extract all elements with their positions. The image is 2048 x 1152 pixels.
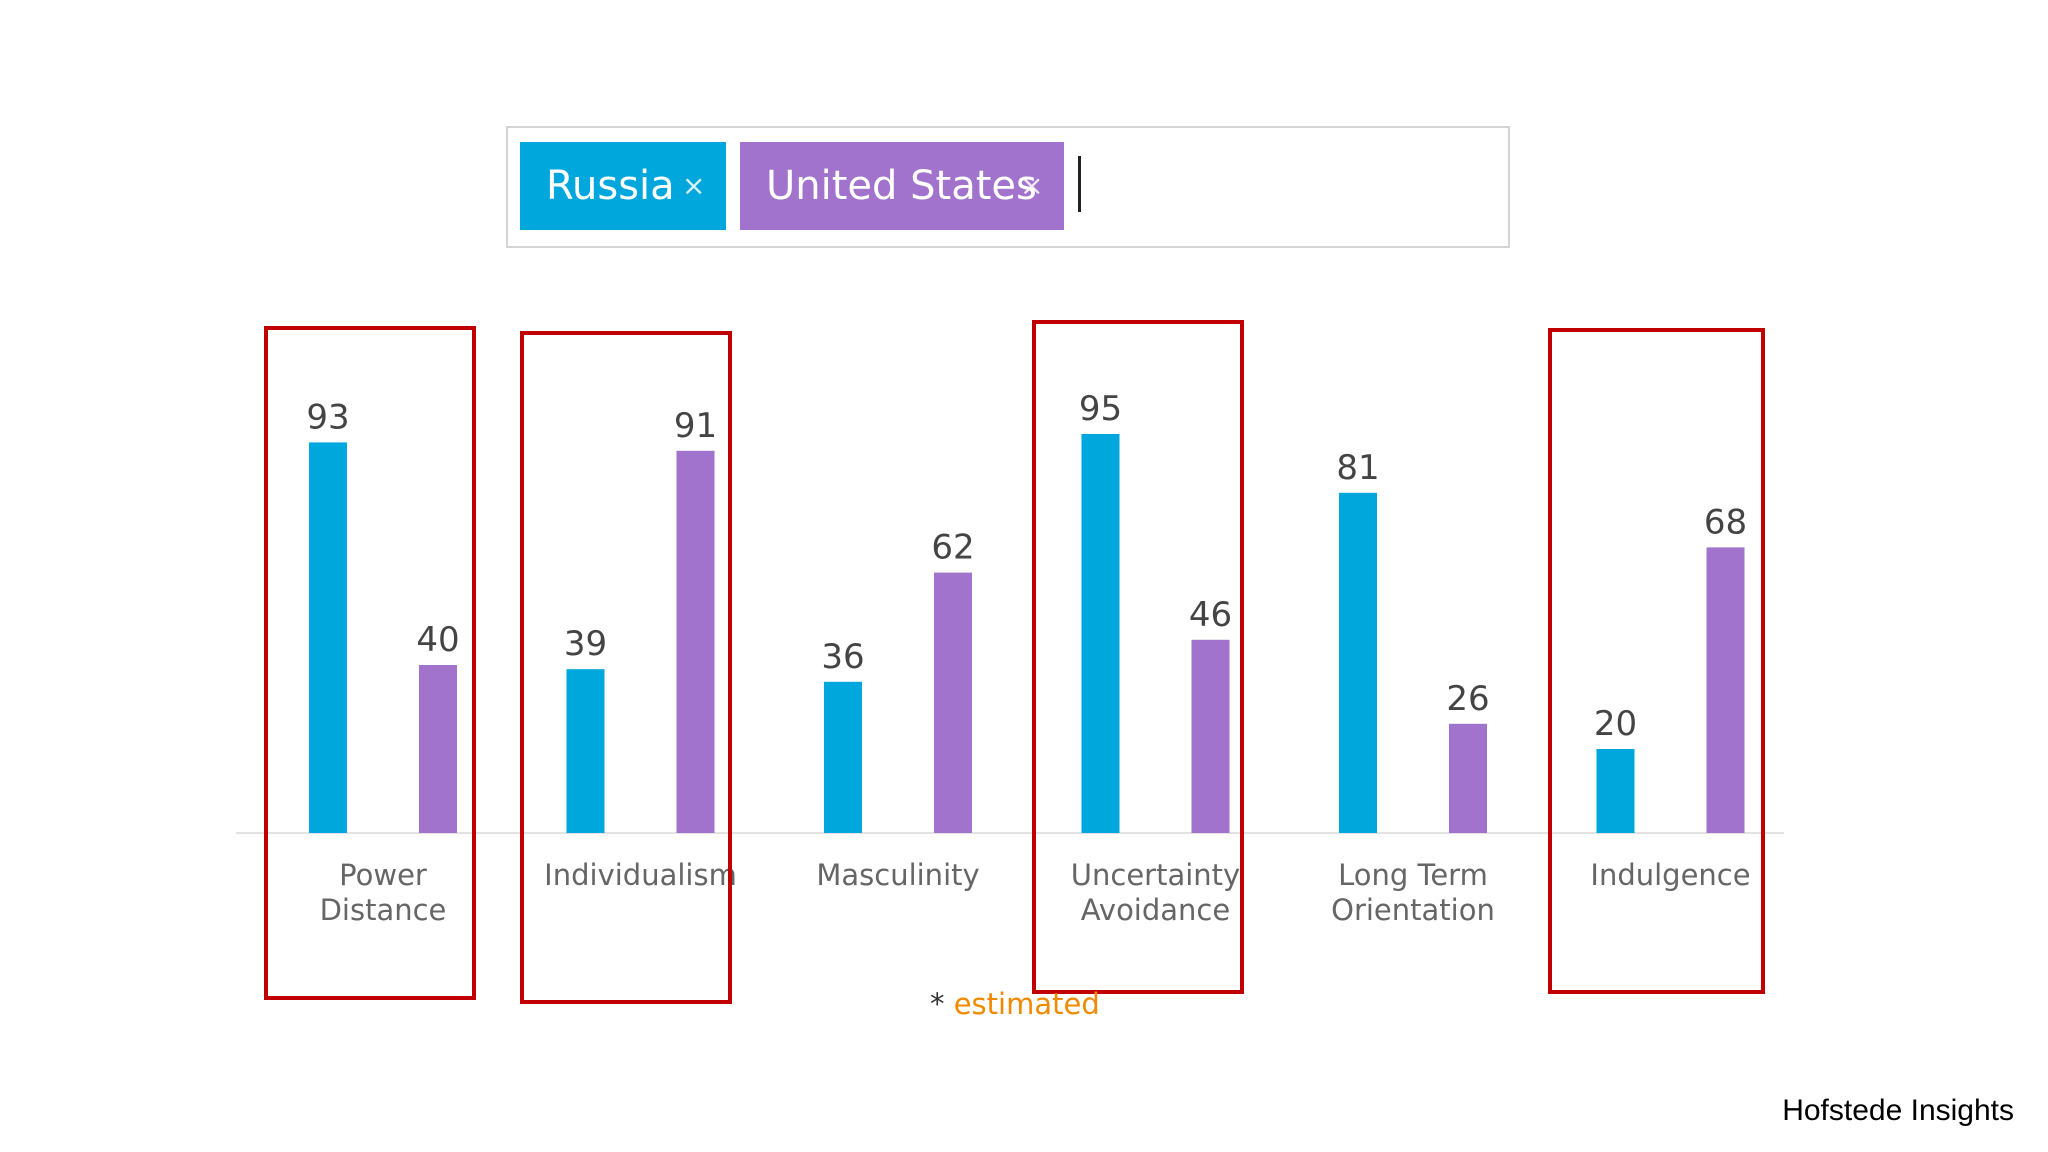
remove-icon[interactable]: × xyxy=(682,169,706,202)
country-search-box[interactable]: Russia × United States × xyxy=(506,126,1510,248)
value-label-russia-power-distance: 93 xyxy=(306,397,349,437)
category-label-masculinity: Masculinity xyxy=(816,858,979,892)
bar-russia-indulgence xyxy=(1596,749,1635,833)
bar-russia-power-distance xyxy=(309,442,347,833)
value-label-united-states-long-term-orientation: 26 xyxy=(1446,679,1489,719)
highlight-box-individualism xyxy=(520,331,732,1004)
value-label-united-states-uncertainty-avoidance: 46 xyxy=(1189,595,1232,635)
value-label-russia-indulgence: 20 xyxy=(1594,704,1637,744)
category-label-indulgence: Indulgence xyxy=(1590,858,1750,892)
footnote-star: * xyxy=(930,987,945,1021)
bar-russia-masculinity xyxy=(824,681,862,833)
value-label-united-states-indulgence: 68 xyxy=(1704,502,1747,542)
chip-label: United States xyxy=(766,163,1037,209)
bar-united-states-individualism xyxy=(676,450,715,833)
highlight-box-power-distance xyxy=(264,326,476,1000)
bar-united-states-uncertainty-avoidance xyxy=(1191,639,1230,833)
highlight-box-indulgence xyxy=(1548,328,1765,994)
remove-icon[interactable]: × xyxy=(1020,169,1044,202)
bar-united-states-masculinity xyxy=(934,572,972,833)
country-chip-russia[interactable]: Russia × xyxy=(520,142,726,230)
country-chip-united-states[interactable]: United States × xyxy=(740,142,1064,230)
estimated-footnote: * estimated xyxy=(930,987,1100,1021)
value-label-united-states-masculinity: 62 xyxy=(931,528,974,568)
category-label-long-term-orientation: Long Term Orientation xyxy=(1331,858,1495,927)
value-label-russia-uncertainty-avoidance: 95 xyxy=(1079,389,1122,429)
highlight-box-uncertainty-avoidance xyxy=(1032,320,1244,994)
value-label-united-states-power-distance: 40 xyxy=(416,620,459,660)
bar-russia-long-term-orientation xyxy=(1339,492,1377,833)
bar-russia-uncertainty-avoidance xyxy=(1081,434,1120,833)
footnote-text: estimated xyxy=(953,987,1100,1021)
value-label-russia-individualism: 39 xyxy=(564,624,607,664)
bar-united-states-power-distance xyxy=(419,665,457,833)
text-cursor xyxy=(1078,156,1081,212)
bar-united-states-indulgence xyxy=(1706,547,1745,833)
value-label-united-states-individualism: 91 xyxy=(674,406,717,446)
value-label-russia-long-term-orientation: 81 xyxy=(1336,448,1379,488)
category-label-uncertainty-avoidance: Uncertainty Avoidance xyxy=(1071,858,1240,927)
value-label-russia-masculinity: 36 xyxy=(821,637,864,677)
source-credit: Hofstede Insights xyxy=(1782,1094,2014,1127)
category-label-individualism: Individualism xyxy=(544,858,737,892)
chip-label: Russia xyxy=(546,163,675,209)
category-label-power-distance: Power Distance xyxy=(320,858,447,927)
bar-united-states-long-term-orientation xyxy=(1449,723,1487,833)
bar-russia-individualism xyxy=(566,669,605,833)
